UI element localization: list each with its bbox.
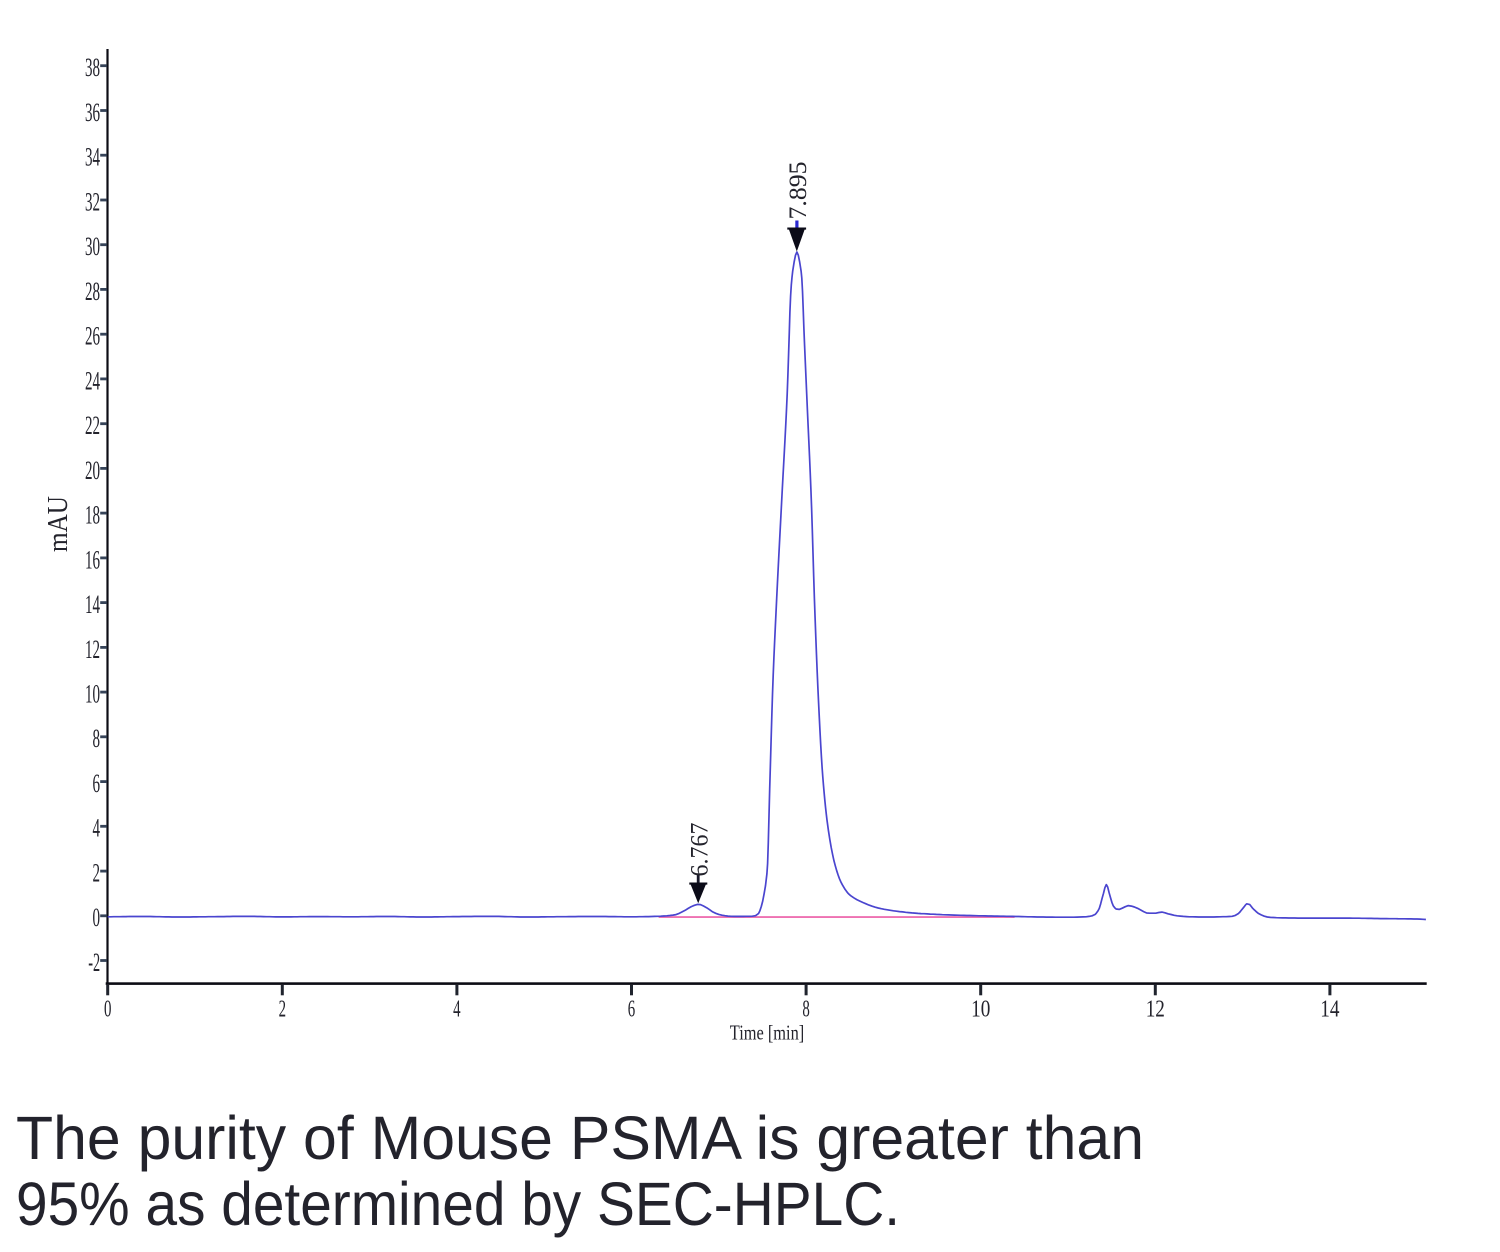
- svg-text:10: 10: [85, 679, 100, 708]
- svg-text:12: 12: [85, 635, 100, 664]
- svg-text:22: 22: [85, 411, 100, 440]
- svg-text:0: 0: [104, 996, 111, 1022]
- svg-text:34: 34: [85, 142, 100, 171]
- svg-text:8: 8: [93, 724, 101, 753]
- svg-text:12: 12: [1146, 996, 1165, 1023]
- svg-text:32: 32: [85, 187, 100, 216]
- svg-text:30: 30: [85, 232, 100, 261]
- svg-text:8: 8: [802, 996, 809, 1022]
- svg-text:36: 36: [85, 98, 100, 127]
- svg-text:18: 18: [85, 500, 100, 529]
- svg-text:4: 4: [453, 996, 460, 1022]
- svg-text:4: 4: [93, 813, 101, 842]
- svg-text:20: 20: [85, 456, 100, 485]
- svg-text:2: 2: [93, 858, 101, 887]
- svg-text:Time [min]: Time [min]: [730, 1022, 804, 1045]
- svg-text:24: 24: [85, 366, 100, 395]
- svg-text:0: 0: [93, 903, 101, 932]
- svg-text:28: 28: [85, 277, 100, 306]
- svg-text:2: 2: [279, 996, 286, 1022]
- svg-text:14: 14: [85, 590, 100, 619]
- svg-text:-2: -2: [88, 947, 100, 977]
- svg-text:95% as determined by SEC-HPLC.: 95% as determined by SEC-HPLC.: [16, 1170, 900, 1238]
- svg-text:26: 26: [85, 321, 100, 350]
- svg-text:7.895: 7.895: [785, 162, 812, 220]
- svg-text:6: 6: [93, 769, 101, 798]
- svg-text:6.767: 6.767: [687, 823, 714, 877]
- svg-text:16: 16: [85, 545, 100, 574]
- svg-text:The purity of Mouse PSMA is gr: The purity of Mouse PSMA is greater than: [16, 1104, 1144, 1172]
- svg-text:6: 6: [628, 996, 635, 1022]
- svg-text:mAU: mAU: [43, 496, 74, 552]
- svg-text:14: 14: [1320, 996, 1339, 1023]
- svg-text:10: 10: [971, 996, 990, 1023]
- svg-text:38: 38: [85, 53, 100, 82]
